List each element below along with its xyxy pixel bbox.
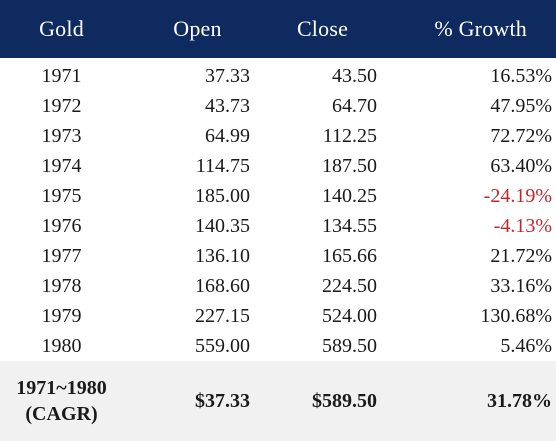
table-row: 1978 168.60 224.50 33.16% — [0, 271, 556, 301]
year-cell: 1973 — [41, 125, 82, 147]
growth-cell: 47.95% — [490, 95, 552, 117]
open-cell: 43.73 — [205, 95, 250, 117]
table-row: 1975 185.00 140.25 -24.19% — [0, 181, 556, 211]
table-row: 1977 136.10 165.66 21.72% — [0, 241, 556, 271]
open-cell: 136.10 — [195, 245, 250, 267]
close-cell: 589.50 — [322, 335, 377, 357]
summary-close: $589.50 — [312, 390, 377, 412]
header-close: Close — [296, 16, 349, 41]
summary-label-cagr: (CAGR) — [25, 403, 98, 425]
growth-cell: -4.13% — [493, 215, 552, 237]
growth-cell: -24.19% — [483, 185, 552, 207]
open-cell: 114.75 — [195, 155, 250, 177]
close-cell: 64.70 — [332, 95, 377, 117]
growth-cell: 63.40% — [490, 155, 552, 177]
table-header-row: Gold Open Close % Growth — [0, 0, 556, 58]
year-cell: 1976 — [41, 215, 82, 237]
year-cell: 1979 — [41, 305, 82, 327]
close-cell: 134.55 — [322, 215, 377, 237]
table-row: 1979 227.15 524.00 130.68% — [0, 301, 556, 331]
table-row: 1974 114.75 187.50 63.40% — [0, 151, 556, 181]
table-row: 1971 37.33 43.50 16.53% — [0, 58, 556, 91]
summary-label: 1971~1980 (CAGR) — [0, 361, 123, 441]
summary-label-period: 1971~1980 — [16, 377, 107, 399]
table-row: 1972 43.73 64.70 47.95% — [0, 91, 556, 121]
close-cell: 43.50 — [332, 65, 377, 87]
close-cell: 524.00 — [322, 305, 377, 327]
summary-row: 1971~1980 (CAGR) $37.33 $589.50 31.78% — [0, 361, 556, 441]
open-cell: 185.00 — [195, 185, 250, 207]
table-row: 1973 64.99 112.25 72.72% — [0, 121, 556, 151]
growth-cell: 5.46% — [500, 335, 552, 357]
open-cell: 64.99 — [205, 125, 250, 147]
growth-cell: 130.68% — [480, 305, 552, 327]
close-cell: 112.25 — [322, 125, 377, 147]
year-cell: 1971 — [41, 65, 82, 87]
close-cell: 224.50 — [322, 275, 377, 297]
year-cell: 1977 — [41, 245, 82, 267]
summary-open: $37.33 — [195, 390, 250, 412]
year-cell: 1972 — [41, 95, 82, 117]
table-body: 1971 37.33 43.50 16.53% 1972 43.73 64.70… — [0, 58, 556, 441]
header-open: Open — [173, 16, 222, 41]
open-cell: 37.33 — [205, 65, 250, 87]
growth-cell: 72.72% — [490, 125, 552, 147]
open-cell: 168.60 — [195, 275, 250, 297]
year-cell: 1974 — [41, 155, 82, 177]
open-cell: 140.35 — [195, 215, 250, 237]
close-cell: 165.66 — [322, 245, 377, 267]
header-growth: % Growth — [434, 16, 527, 41]
header-gold: Gold — [39, 16, 84, 41]
year-cell: 1978 — [41, 275, 82, 297]
open-cell: 559.00 — [195, 335, 250, 357]
growth-cell: 33.16% — [490, 275, 552, 297]
year-cell: 1980 — [41, 335, 82, 357]
close-cell: 140.25 — [322, 185, 377, 207]
summary-growth: 31.78% — [487, 390, 552, 412]
close-cell: 187.50 — [322, 155, 377, 177]
table-row: 1980 559.00 589.50 5.46% — [0, 331, 556, 361]
growth-cell: 21.72% — [490, 245, 552, 267]
table-row: 1976 140.35 134.55 -4.13% — [0, 211, 556, 241]
growth-cell: 16.53% — [490, 65, 552, 87]
year-cell: 1975 — [41, 185, 82, 207]
open-cell: 227.15 — [195, 305, 250, 327]
